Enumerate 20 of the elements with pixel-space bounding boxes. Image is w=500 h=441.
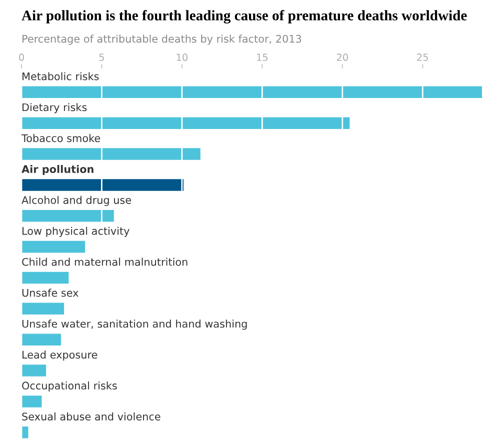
x-tick-label: 25 bbox=[417, 54, 428, 61]
chart-subtitle: Percentage of attributable deaths by risk factor, 2013 bbox=[22, 34, 302, 45]
x-tick-label: 15 bbox=[257, 54, 268, 61]
x-tick-label: 5 bbox=[99, 54, 104, 61]
y-tick-label: Dietary risks bbox=[22, 103, 87, 114]
y-tick-label: Sexual abuse and violence bbox=[22, 412, 160, 420]
chart-title: Air pollution is the fourth leading cause of premature deaths worldwide bbox=[22, 10, 467, 24]
y-tick-label: Metabolic risks bbox=[22, 72, 99, 80]
y-tick-label: Unsafe sex bbox=[22, 288, 78, 297]
y-tick-label: Child and maternal malnutrition bbox=[22, 258, 188, 266]
x-tick-label: 20 bbox=[336, 54, 348, 61]
y-tick-label: Low physical activity bbox=[22, 226, 130, 237]
y-tick-label: Occupational risks bbox=[22, 381, 117, 392]
y-tick-label: Unsafe water, sanitation and hand washing bbox=[22, 320, 247, 330]
y-tick-label: Lead exposure bbox=[22, 350, 98, 361]
x-tick-label: 10 bbox=[176, 54, 188, 61]
y-tick-label: Air pollution bbox=[22, 164, 94, 176]
y-tick-label: Alcohol and drug use bbox=[22, 196, 132, 206]
x-tick-label: 0 bbox=[19, 54, 24, 61]
y-tick-label: Tobacco smoke bbox=[21, 134, 100, 142]
